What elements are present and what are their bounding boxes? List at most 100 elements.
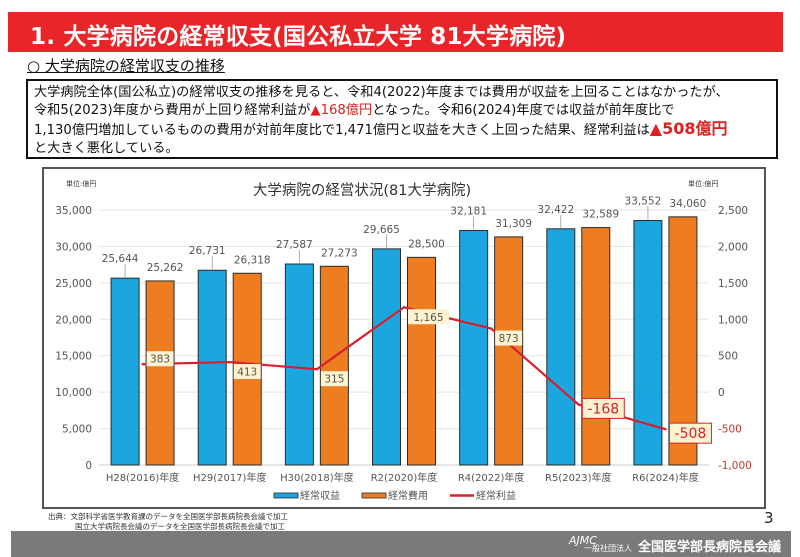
revenue-bar — [459, 230, 489, 466]
profit-data-label: -508 — [675, 426, 707, 442]
profit-label-box — [495, 330, 523, 346]
expense-bar — [319, 265, 349, 466]
expense-data-label: 31,309 — [495, 218, 532, 230]
right-tick-label: 1,000 — [718, 314, 748, 326]
legend: 経常収益 経常費用 経常利益 — [273, 489, 516, 502]
profit-point — [489, 327, 493, 330]
right-tick-label: 0 — [718, 387, 725, 399]
legend-swatch — [273, 492, 299, 499]
unit-label-left: 単位:億円 — [66, 179, 96, 188]
org-name: 一般社団法人 全国医学部長病院長会議 — [584, 536, 781, 555]
profit-point — [577, 403, 580, 406]
summary-text: 1,130億円増加しているものの費用が対前年度比で1,471億円と収益を大きく上… — [34, 123, 650, 138]
expense-data-label: 34,060 — [670, 198, 707, 210]
revenue-bar — [633, 220, 663, 466]
left-axis: 0 5,000 10,000 15,000 20,000 25,000 30,000 35,0… — [55, 205, 92, 472]
deficit-2023: ▲168億円 — [310, 103, 373, 118]
summary-text: 令和5(2023)年度から費用が上回り経常利益が — [34, 103, 311, 118]
legend-label: 経常利益 — [476, 489, 516, 502]
left-tick-label: 5,000 — [62, 424, 92, 436]
source-note: 出典：文部科学省医学教育課のデータを全国医学部長病院長会議で加工 国立大学病院長… — [48, 512, 288, 532]
legend-label: 経常収益 — [300, 489, 340, 502]
x-axis: H28(2016)年度 H29(2017)年度 H30(2018)年度 R2(2020… — [106, 471, 699, 484]
right-axis: -1,000 -500 0 500 1,000 1,500 2,000 2,500 — [718, 205, 752, 472]
revenue-data-label: 29,665 — [363, 224, 400, 236]
revenue-bar — [372, 248, 401, 466]
x-category-label: H30(2018)年度 — [280, 471, 354, 484]
right-tick-label: -1,000 — [718, 460, 752, 472]
profit-label-box — [146, 351, 174, 367]
right-tick-label: 500 — [718, 351, 738, 363]
left-tick-label: 30,000 — [55, 241, 92, 253]
org-title: 全国医学部長病院長会議 — [637, 540, 781, 555]
profit-label-box — [668, 422, 712, 444]
expense-data-label: 27,273 — [321, 247, 358, 259]
chart-title: 大学病院の経営状況(81大学病院) — [253, 182, 471, 199]
right-tick-label: 2,500 — [718, 205, 748, 217]
left-tick-label: 20,000 — [55, 314, 92, 326]
revenue-bar — [546, 228, 576, 466]
left-tick-label: 35,000 — [55, 205, 92, 217]
profit-label-box — [233, 364, 261, 380]
expense-data-label: 25,262 — [147, 262, 184, 274]
chart-frame: 大学病院の経営状況(81大学病院) 単位:億円 単位:億円 0 5,000 10,0… — [42, 167, 766, 509]
profit-data-label: 383 — [150, 354, 170, 366]
org-type: 一般社団法人 — [583, 544, 632, 553]
expense-data-label: 32,589 — [582, 209, 619, 221]
right-tick-label: 1,500 — [718, 278, 748, 290]
profit-data-label: 1,165 — [413, 312, 443, 324]
title-bar: 1. 大学病院の経常収支(国公私立大学 81大学病院) — [8, 12, 783, 52]
profit-point — [228, 360, 231, 364]
revenue-bar — [284, 263, 314, 466]
x-category-label: H29(2017)年度 — [193, 471, 267, 484]
summary-box: 大学病院全体(国公私立)の経常収支の推移を見ると、令和4(2022)年度までは費… — [26, 79, 778, 159]
summary-line-3: 1,130億円増加しているものの費用が対前年度比で1,471億円と収益を大きく上… — [34, 120, 770, 140]
summary-line-4: と大きく悪化している。 — [34, 141, 179, 156]
profit-data-label: 413 — [237, 367, 257, 379]
profit-label-box — [408, 309, 449, 325]
revenue-data-label: 32,181 — [450, 206, 487, 218]
profit-data-label: -168 — [587, 401, 619, 417]
data-labels: 25,644 26,731 27,587 29,665 32,181 32,422 33,5… — [102, 196, 712, 444]
expense-bar — [407, 256, 436, 466]
ajmc-logo-icon: AJMC — [569, 534, 597, 547]
legend-label: 経常費用 — [388, 489, 428, 502]
page-number: 3 — [764, 509, 774, 527]
left-tick-label: 25,000 — [55, 278, 92, 290]
management-chart: 大学病院の経営状況(81大学病院) 単位:億円 単位:億円 0 5,000 10,0… — [55, 179, 752, 502]
unit-label-right: 単位:億円 — [688, 179, 718, 188]
source-line-1: 出典：文部科学省医学教育課のデータを全国医学部長病院長会議で加工 — [48, 512, 288, 521]
expense-data-label: 26,318 — [234, 254, 271, 266]
profit-point — [402, 306, 406, 309]
summary-line-2: 令和5(2023)年度から費用が上回り経常利益が▲168億円となった。令和6(2… — [34, 102, 770, 120]
left-tick-label: 0 — [85, 460, 92, 472]
profit-label-box — [581, 397, 625, 419]
revenue-data-label: 27,587 — [276, 239, 313, 251]
section-subheading: ○ 大学病院の経常収支の推移 — [27, 57, 225, 75]
expense-bar — [581, 227, 611, 466]
revenue-data-label: 33,552 — [625, 196, 662, 208]
summary-line-1: 大学病院全体(国公私立)の経常収支の推移を見ると、令和4(2022)年度までは費… — [34, 85, 729, 100]
profit-label-box — [320, 371, 348, 387]
bars — [110, 216, 698, 466]
profit-data-label: 315 — [324, 374, 344, 386]
source-line-2: 国立大学病院長会議のデータを全国医学部長病院長会議で加工 — [75, 522, 285, 531]
legend-swatch — [361, 492, 387, 499]
x-category-label: H28(2016)年度 — [106, 471, 180, 484]
profit-line — [141, 306, 667, 431]
x-category-label: R4(2022)年度 — [458, 471, 525, 484]
x-category-label: R2(2020)年度 — [371, 471, 438, 484]
expense-data-label: 28,500 — [408, 238, 445, 250]
right-tick-label: 2,000 — [718, 241, 748, 253]
page-title: 1. 大学病院の経常収支(国公私立大学 81大学病院) — [30, 24, 567, 50]
deficit-2024: ▲508億円 — [649, 119, 728, 138]
revenue-data-label: 26,731 — [189, 245, 226, 257]
expense-bar — [145, 280, 175, 466]
revenue-bar — [110, 277, 140, 466]
footer-bar: AJMC 一般社団法人 全国医学部長病院長会議 — [11, 531, 791, 557]
revenue-data-label: 25,644 — [102, 253, 139, 265]
left-tick-label: 10,000 — [55, 387, 92, 399]
profit-point — [141, 363, 144, 366]
revenue-bar — [197, 269, 227, 466]
revenue-data-label: 32,422 — [537, 204, 574, 216]
